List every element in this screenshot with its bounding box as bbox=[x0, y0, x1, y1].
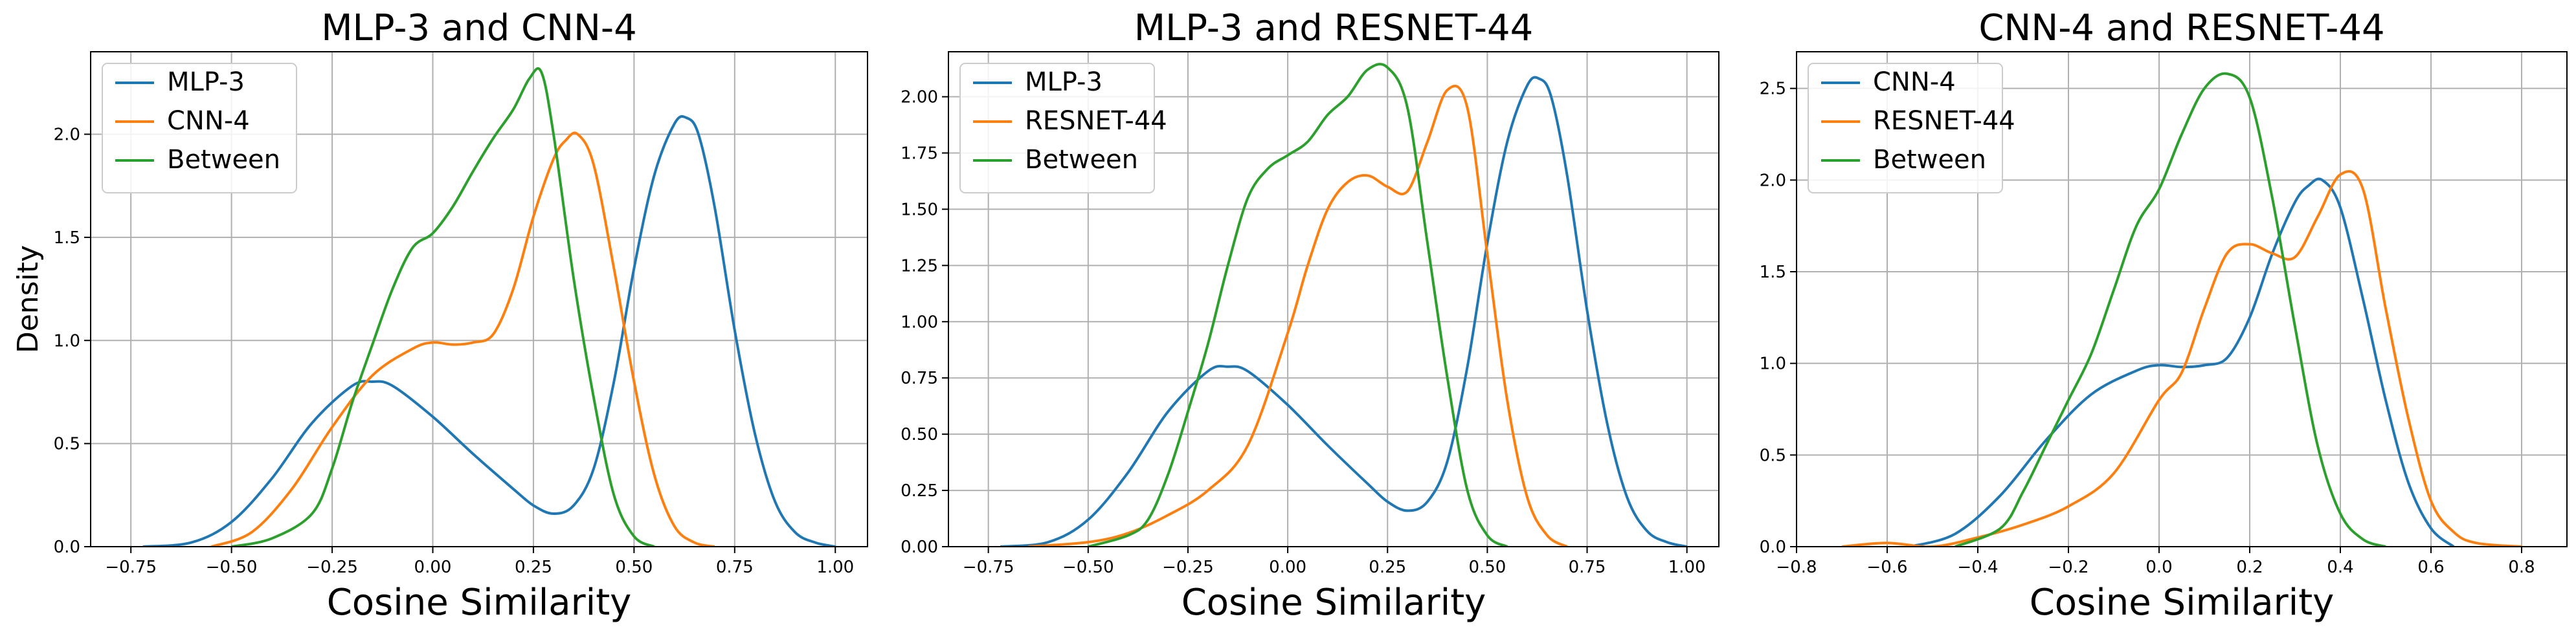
y-tick-label: 1.75 bbox=[901, 144, 938, 163]
y-tick-label: 2.5 bbox=[1760, 80, 1786, 99]
legend-label: RESNET-44 bbox=[1025, 106, 1167, 136]
x-tick-label: −0.4 bbox=[1957, 558, 1998, 577]
x-tick-label: 0.75 bbox=[1569, 558, 1606, 577]
y-axis-label: Density bbox=[12, 245, 45, 353]
series-line-resnet-44 bbox=[1841, 169, 2522, 547]
x-tick-label: 0.50 bbox=[1468, 558, 1506, 577]
series-line-cnn-4 bbox=[210, 131, 715, 547]
chart-title: MLP-3 and CNN-4 bbox=[321, 7, 637, 49]
x-tick-label: 0.8 bbox=[2508, 558, 2535, 577]
x-tick-label: 0.25 bbox=[515, 558, 552, 577]
y-tick-label: 1.00 bbox=[901, 312, 938, 332]
series-line-between bbox=[231, 67, 655, 547]
y-tick-label: 1.5 bbox=[54, 228, 80, 248]
y-tick-label: 1.0 bbox=[1760, 355, 1786, 374]
series-line-resnet-44 bbox=[1028, 85, 1568, 547]
y-tick-label: 2.00 bbox=[901, 88, 938, 107]
legend: MLP-3 RESNET-44 Between bbox=[959, 63, 1167, 193]
x-tick-label: 0.25 bbox=[1369, 558, 1406, 577]
x-tick-label: 0.2 bbox=[2236, 558, 2263, 577]
x-tick-label: −0.75 bbox=[105, 558, 157, 577]
x-tick-label: −0.50 bbox=[206, 558, 258, 577]
legend-label: MLP-3 bbox=[1025, 67, 1103, 97]
x-tick-label: 1.00 bbox=[816, 558, 854, 577]
chart-panel-2: −0.75 −0.50 −0.25 0.00 0.25 0.50 0.75 1.00 0.00 0… bbox=[901, 7, 1719, 624]
axes-frame bbox=[90, 51, 868, 547]
x-axis-label: Cosine Similarity bbox=[1182, 582, 1486, 624]
axes-frame bbox=[948, 51, 1719, 547]
legend-label: Between bbox=[167, 145, 280, 175]
legend: MLP-3 CNN-4 Between bbox=[102, 63, 297, 193]
y-tick-label: 0.25 bbox=[901, 481, 938, 501]
legend-label: RESNET-44 bbox=[1873, 106, 2015, 136]
x-tick-label: 0.00 bbox=[414, 558, 452, 577]
legend-label: CNN-4 bbox=[167, 106, 250, 136]
x-tick-label: 0.0 bbox=[2145, 558, 2172, 577]
x-tick-label: 0.6 bbox=[2417, 558, 2444, 577]
x-tick-label: 0.50 bbox=[615, 558, 653, 577]
y-tick-label: 2.0 bbox=[54, 126, 80, 145]
chart-panel-3: −0.8 −0.6 −0.4 −0.2 0.0 0.2 0.4 0.6 0.8 0.0 0.5 1.0… bbox=[1760, 7, 2568, 624]
x-axis-label: Cosine Similarity bbox=[327, 582, 632, 624]
y-tick-label: 0.5 bbox=[1760, 446, 1786, 465]
x-tick-label: −0.25 bbox=[1162, 558, 1214, 577]
x-tick-label: −0.25 bbox=[306, 558, 358, 577]
x-axis-label: Cosine Similarity bbox=[2030, 582, 2335, 624]
x-tick-label: 0.00 bbox=[1269, 558, 1306, 577]
y-tick-label: 1.25 bbox=[901, 256, 938, 276]
legend-label: MLP-3 bbox=[167, 67, 245, 97]
x-tick-label: −0.8 bbox=[1776, 558, 1817, 577]
series-line-mlp-3 bbox=[142, 115, 836, 547]
y-tick-label: 0.75 bbox=[901, 369, 938, 388]
y-tick-label: 0.0 bbox=[54, 538, 80, 557]
x-tick-label: −0.75 bbox=[963, 558, 1014, 577]
y-tick-label: 1.50 bbox=[901, 200, 938, 219]
series-line-between bbox=[1088, 63, 1508, 547]
y-tick-label: 0.0 bbox=[1760, 538, 1786, 557]
legend-label: Between bbox=[1873, 145, 1986, 175]
x-tick-label: 1.00 bbox=[1668, 558, 1706, 577]
y-tick-label: 0.50 bbox=[901, 425, 938, 444]
legend-label: Between bbox=[1025, 145, 1138, 175]
y-tick-label: 1.5 bbox=[1760, 263, 1786, 282]
x-tick-label: 0.75 bbox=[716, 558, 754, 577]
chart-title: CNN-4 and RESNET-44 bbox=[1978, 7, 2384, 49]
legend: CNN-4 RESNET-44 Between bbox=[1808, 63, 2015, 193]
y-tick-label: 0.5 bbox=[54, 435, 80, 454]
x-tick-label: −0.6 bbox=[1866, 558, 1907, 577]
y-tick-label: 2.0 bbox=[1760, 171, 1786, 190]
x-tick-label: −0.50 bbox=[1062, 558, 1114, 577]
x-tick-label: −0.2 bbox=[2048, 558, 2089, 577]
legend-label: CNN-4 bbox=[1873, 67, 1956, 97]
series-line-between bbox=[1954, 72, 2386, 547]
axes-frame bbox=[1796, 51, 2568, 547]
chart-panel-1: −0.75 −0.50 −0.25 0.00 0.25 0.50 0.75 1.00 0.0 0.… bbox=[12, 7, 868, 624]
x-tick-label: 0.4 bbox=[2327, 558, 2353, 577]
chart-title: MLP-3 and RESNET-44 bbox=[1134, 7, 1534, 49]
y-tick-label: 0.00 bbox=[901, 538, 938, 557]
y-tick-label: 1.0 bbox=[54, 331, 80, 351]
